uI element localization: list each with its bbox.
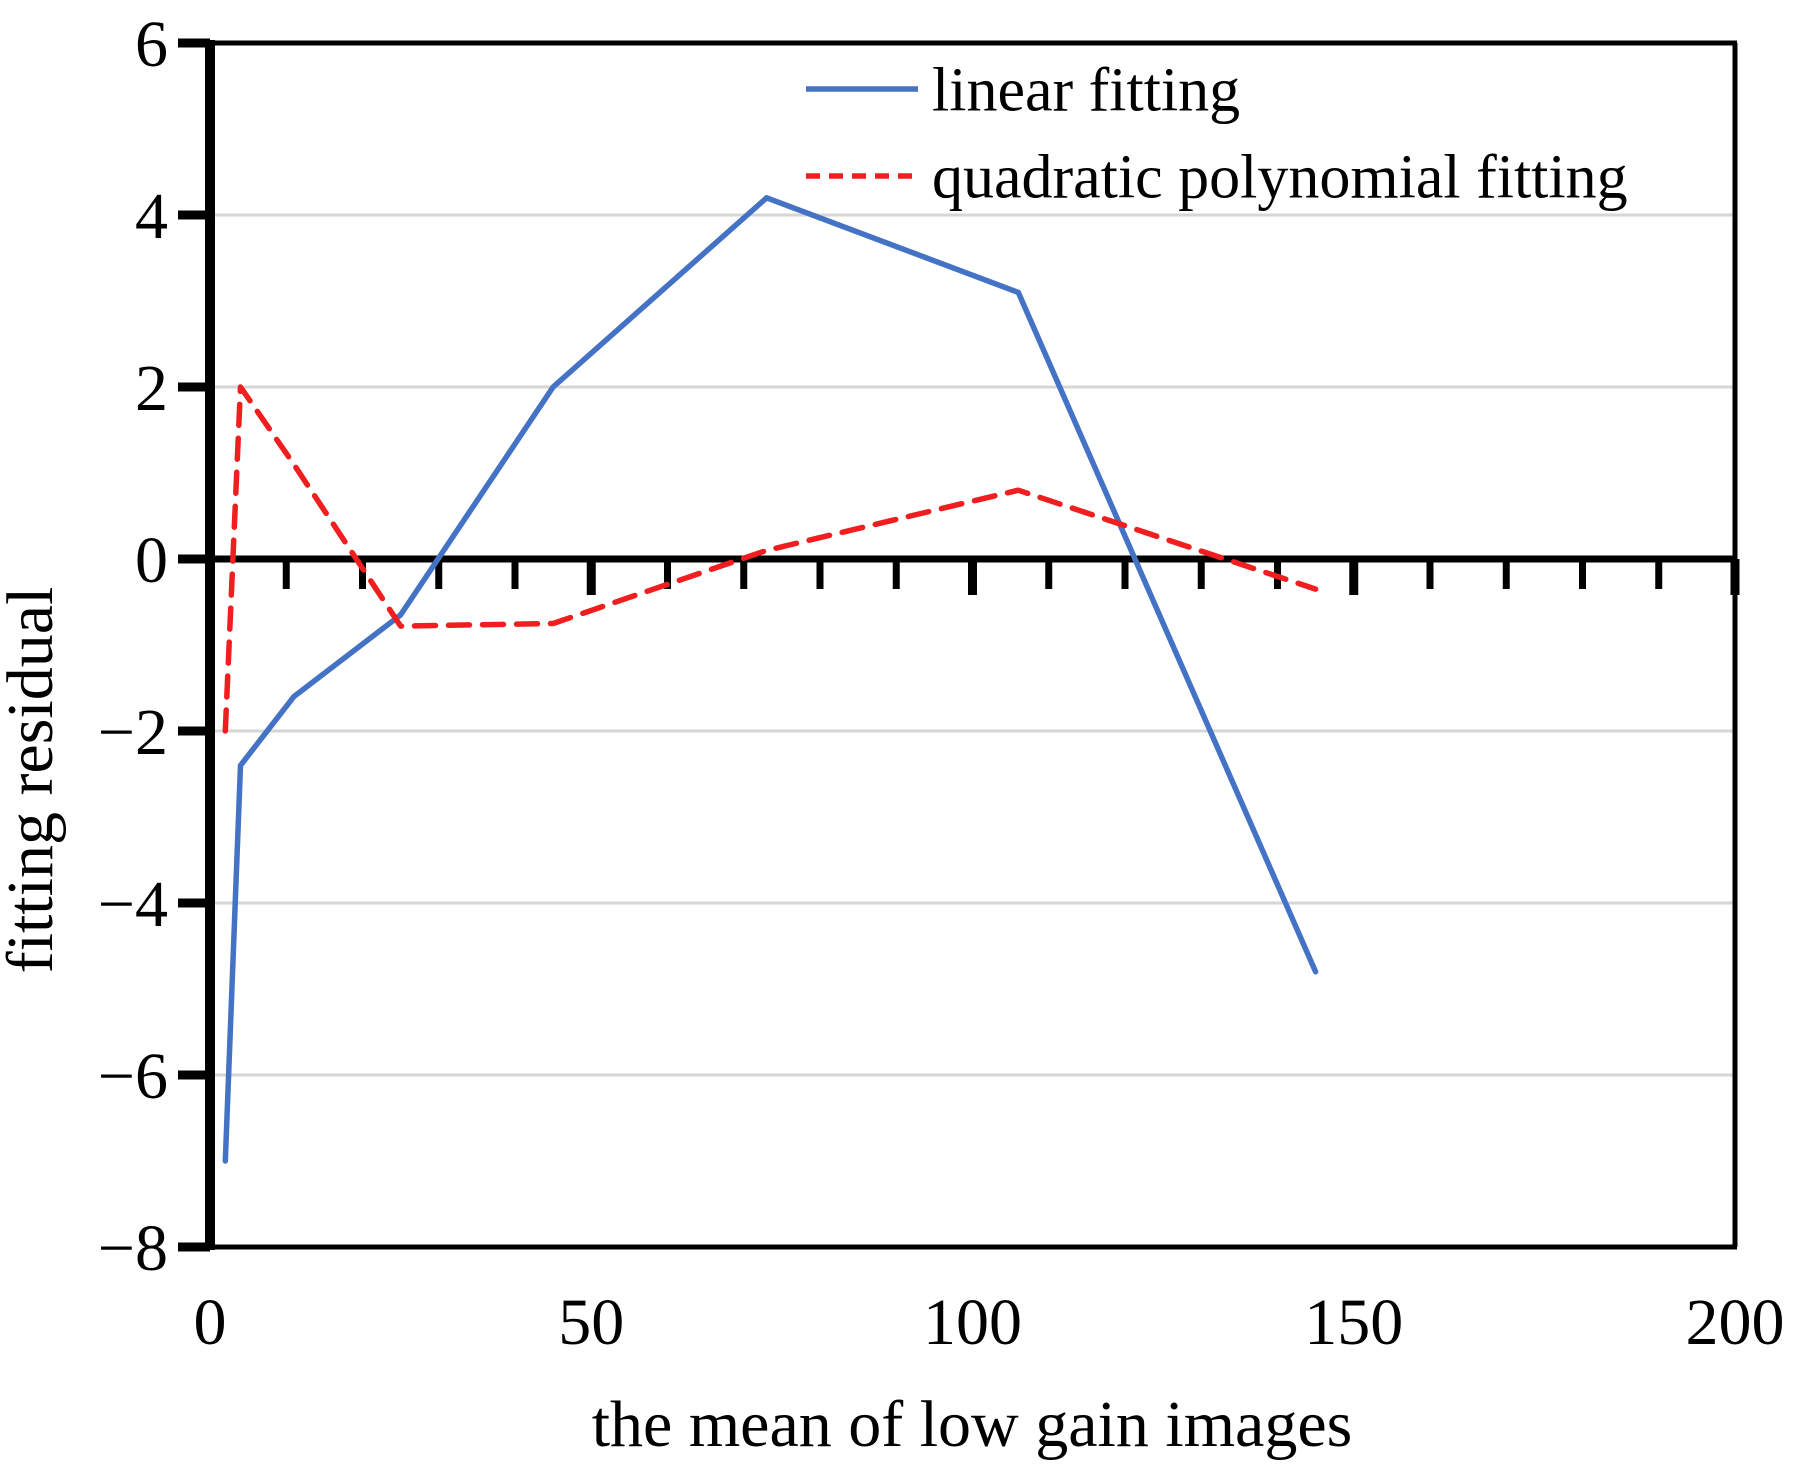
x-tick-label-200: 200 <box>1686 1286 1785 1359</box>
x-tick-labels-group: 0 50 100 150 200 <box>194 1286 1785 1359</box>
series-group <box>222 195 1319 1164</box>
y-tick-label--4: −4 <box>98 868 168 941</box>
x-tick-label-50: 50 <box>558 1286 624 1359</box>
legend: linear fitting quadratic polynomial fitti… <box>806 57 1628 212</box>
x-axis-group <box>210 555 1740 595</box>
plot-frame <box>205 40 1738 1250</box>
x-tick-label-150: 150 <box>1304 1286 1403 1359</box>
x-axis-title: the mean of low gain images <box>592 1388 1353 1461</box>
legend-label-0: linear fitting <box>932 57 1240 125</box>
legend-label-1: quadratic polynomial fitting <box>932 144 1628 212</box>
y-axis-group <box>178 38 215 1252</box>
gridlines-group <box>210 213 1735 1077</box>
y-tick-label-6: 6 <box>135 8 168 81</box>
x-tick-label-100: 100 <box>923 1286 1022 1359</box>
y-tick-label--2: −2 <box>98 696 168 769</box>
y-axis-title: fitting residual <box>0 587 67 974</box>
series-line-1-dashed <box>222 384 1319 734</box>
y-tick-label-0: 0 <box>135 524 168 597</box>
series-line-0-solid <box>222 195 1319 1164</box>
x-tick-label-0: 0 <box>194 1286 227 1359</box>
y-tick-labels-group: 6 4 2 0 −2 −4 −6 −8 <box>98 8 168 1285</box>
y-tick-label--8: −8 <box>98 1212 168 1285</box>
y-tick-label-4: 4 <box>135 180 168 253</box>
y-tick-label-2: 2 <box>135 352 168 425</box>
y-tick-label--6: −6 <box>98 1040 168 1113</box>
